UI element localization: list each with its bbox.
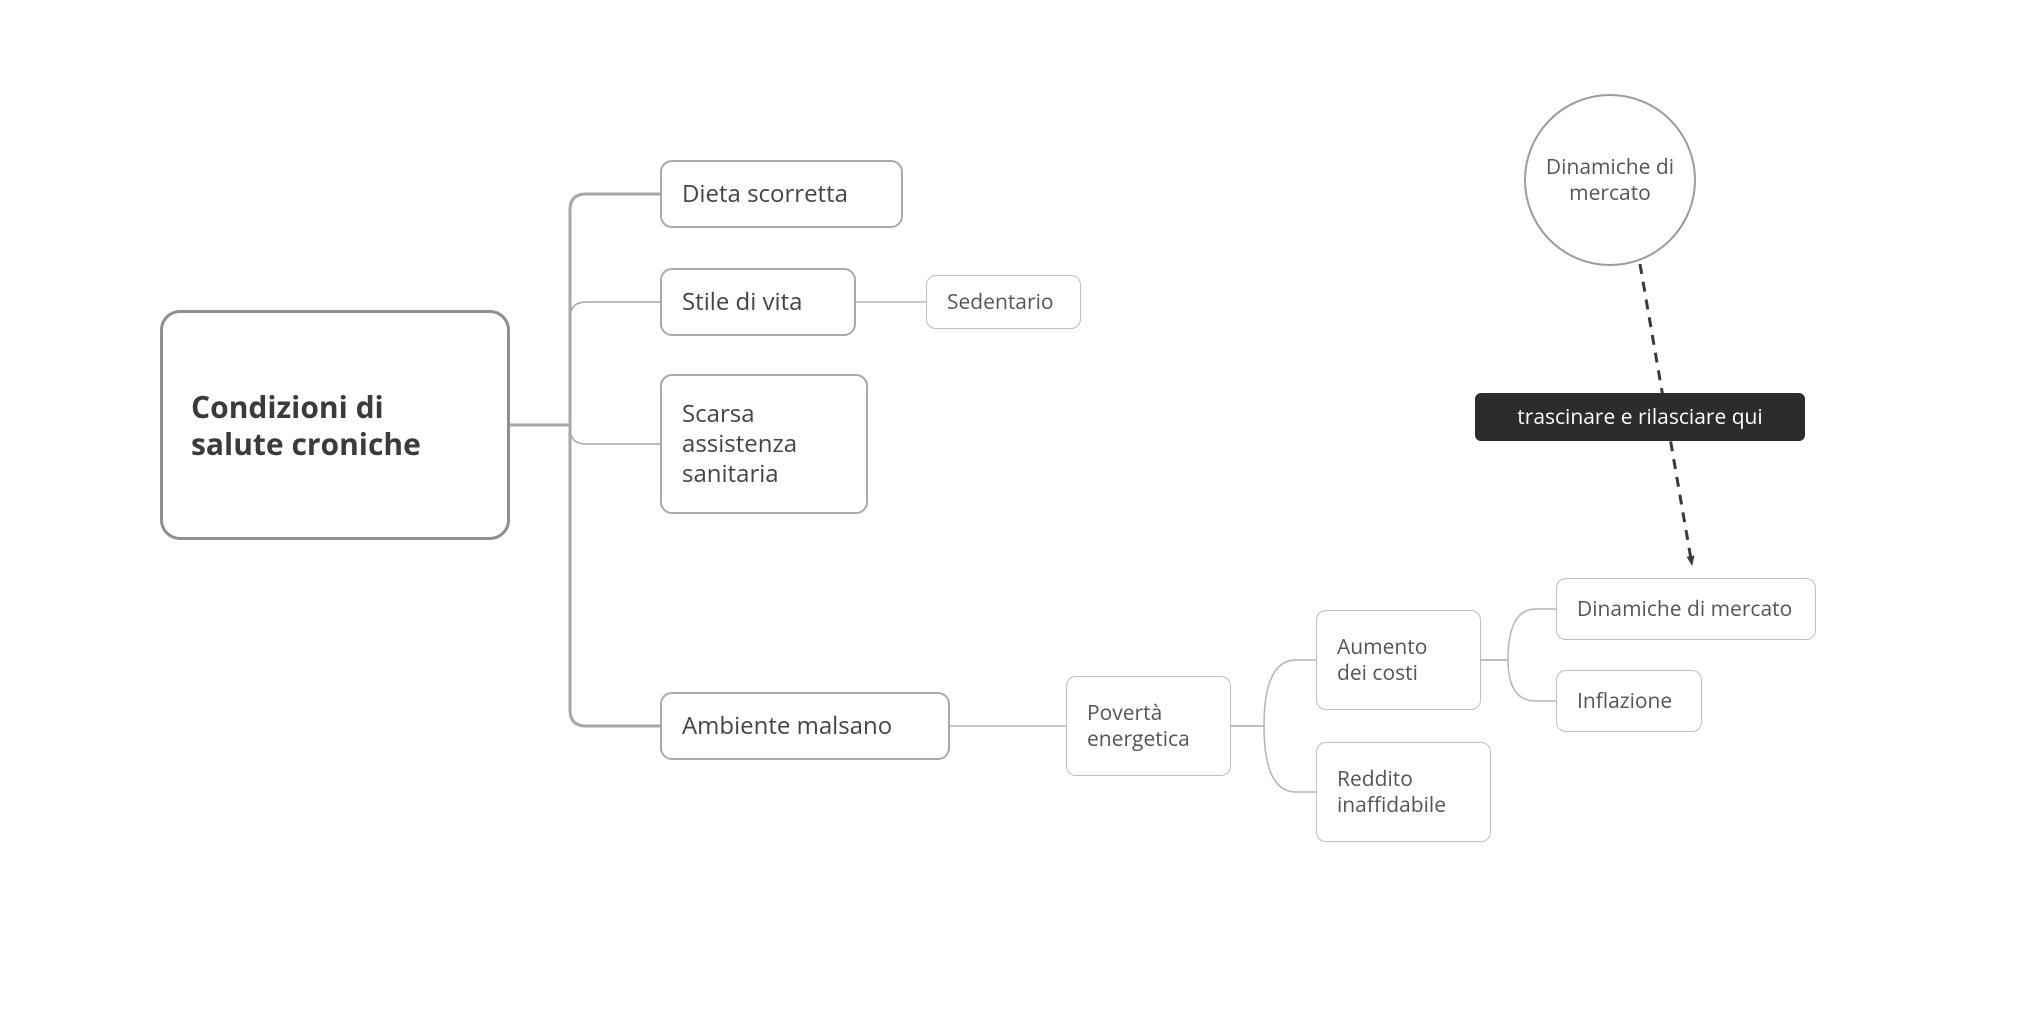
node-market-dynamics-label: Dinamiche di mercato bbox=[1577, 596, 1792, 622]
drag-node-market-dynamics[interactable]: Dinamiche di mercato bbox=[1524, 94, 1696, 266]
node-inflation[interactable]: Inflazione bbox=[1556, 670, 1702, 732]
node-sedentary[interactable]: Sedentario bbox=[926, 275, 1081, 329]
drag-node-label: Dinamiche di mercato bbox=[1540, 154, 1680, 207]
node-energy-poverty[interactable]: Povertà energetica bbox=[1066, 676, 1231, 776]
node-root[interactable]: Condizioni di salute croniche bbox=[160, 310, 510, 540]
node-sedentary-label: Sedentario bbox=[947, 289, 1054, 315]
node-root-label: Condizioni di salute croniche bbox=[191, 388, 479, 463]
node-market-dynamics[interactable]: Dinamiche di mercato bbox=[1556, 578, 1816, 640]
drag-drop-tooltip: trascinare e rilasciare qui bbox=[1475, 393, 1805, 441]
diagram-canvas: { "type": "tree", "background_color": "#… bbox=[0, 0, 2028, 1010]
edge-root-lifestyle bbox=[510, 302, 660, 425]
node-inflation-label: Inflazione bbox=[1577, 688, 1672, 714]
edge-root-diet bbox=[510, 194, 660, 425]
node-environment-label: Ambiente malsano bbox=[682, 711, 892, 741]
node-cost-increase[interactable]: Aumento dei costi bbox=[1316, 610, 1481, 710]
node-diet[interactable]: Dieta scorretta bbox=[660, 160, 903, 228]
node-environment[interactable]: Ambiente malsano bbox=[660, 692, 950, 760]
node-healthcare[interactable]: Scarsa assistenza sanitaria bbox=[660, 374, 868, 514]
node-unreliable-income[interactable]: Reddito inaffidabile bbox=[1316, 742, 1491, 842]
node-unreliable-income-label: Reddito inaffidabile bbox=[1337, 766, 1470, 819]
node-energy-poverty-label: Povertà energetica bbox=[1087, 700, 1210, 753]
tooltip-label: trascinare e rilasciare qui bbox=[1517, 403, 1762, 431]
edge-energy_poverty-unreliable_income bbox=[1231, 726, 1316, 792]
node-healthcare-label: Scarsa assistenza sanitaria bbox=[682, 399, 846, 489]
edge-cost_increase-market_dynamics bbox=[1481, 609, 1556, 660]
edge-root-environment bbox=[510, 425, 660, 726]
node-lifestyle[interactable]: Stile di vita bbox=[660, 268, 856, 336]
node-cost-increase-label: Aumento dei costi bbox=[1337, 634, 1460, 687]
node-lifestyle-label: Stile di vita bbox=[682, 287, 802, 317]
edge-root-healthcare bbox=[510, 425, 660, 444]
edge-energy_poverty-cost_increase bbox=[1231, 660, 1316, 726]
node-diet-label: Dieta scorretta bbox=[682, 179, 848, 209]
edge-cost_increase-inflation bbox=[1481, 660, 1556, 701]
